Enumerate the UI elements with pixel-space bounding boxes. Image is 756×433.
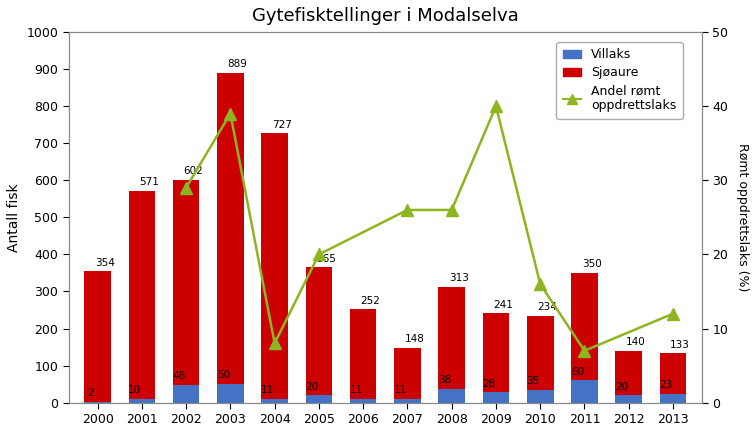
Text: 35: 35 — [526, 376, 540, 386]
Bar — [305, 395, 332, 403]
Bar — [482, 392, 510, 403]
Bar — [527, 390, 553, 403]
Text: 133: 133 — [670, 339, 690, 349]
Text: 234: 234 — [538, 302, 557, 312]
Text: 11: 11 — [394, 385, 407, 395]
Text: 2: 2 — [87, 388, 94, 398]
Bar — [84, 271, 111, 403]
Text: 354: 354 — [94, 258, 115, 268]
Text: 38: 38 — [438, 375, 451, 385]
Bar — [217, 384, 243, 403]
Bar — [173, 385, 200, 403]
Text: 50: 50 — [217, 370, 230, 381]
Text: 10: 10 — [129, 385, 141, 395]
Bar — [394, 348, 420, 403]
Legend: Villaks, Sjøaure, Andel rømt
oppdrettslaks: Villaks, Sjøaure, Andel rømt oppdrettsla… — [556, 42, 683, 119]
Bar — [262, 133, 288, 403]
Bar — [129, 191, 155, 403]
Text: 60: 60 — [571, 367, 584, 377]
Bar — [438, 287, 465, 403]
Bar — [572, 273, 598, 403]
Text: 602: 602 — [183, 166, 203, 176]
Bar — [350, 398, 376, 403]
Bar — [84, 402, 111, 403]
Y-axis label: Antall fisk: Antall fisk — [7, 183, 21, 252]
Text: 11: 11 — [349, 385, 363, 395]
Bar — [262, 398, 288, 403]
Text: 241: 241 — [493, 300, 513, 310]
Text: 11: 11 — [261, 385, 274, 395]
Text: 313: 313 — [449, 273, 469, 283]
Bar — [438, 388, 465, 403]
Bar — [394, 398, 420, 403]
Text: 571: 571 — [139, 178, 159, 187]
Bar — [527, 316, 553, 403]
Bar — [173, 180, 200, 403]
Text: 48: 48 — [172, 371, 186, 381]
Text: 23: 23 — [659, 381, 673, 391]
Text: 140: 140 — [626, 337, 646, 347]
Text: 20: 20 — [615, 381, 628, 391]
Text: 148: 148 — [404, 334, 424, 344]
Bar — [615, 395, 642, 403]
Bar — [129, 399, 155, 403]
Text: 350: 350 — [581, 259, 602, 269]
Bar — [305, 267, 332, 403]
Bar — [482, 313, 510, 403]
Text: 20: 20 — [305, 381, 318, 391]
Text: 365: 365 — [316, 254, 336, 264]
Y-axis label: Rømt oppdrettslaks (%): Rømt oppdrettslaks (%) — [736, 143, 749, 291]
Text: 889: 889 — [228, 59, 247, 69]
Bar — [217, 73, 243, 403]
Bar — [350, 309, 376, 403]
Title: Gytefisktellinger i Modalselva: Gytefisktellinger i Modalselva — [252, 7, 519, 25]
Text: 252: 252 — [361, 296, 380, 306]
Bar — [615, 351, 642, 403]
Text: 28: 28 — [482, 378, 495, 388]
Text: 727: 727 — [271, 120, 292, 129]
Bar — [660, 394, 686, 403]
Bar — [660, 353, 686, 403]
Bar — [572, 381, 598, 403]
